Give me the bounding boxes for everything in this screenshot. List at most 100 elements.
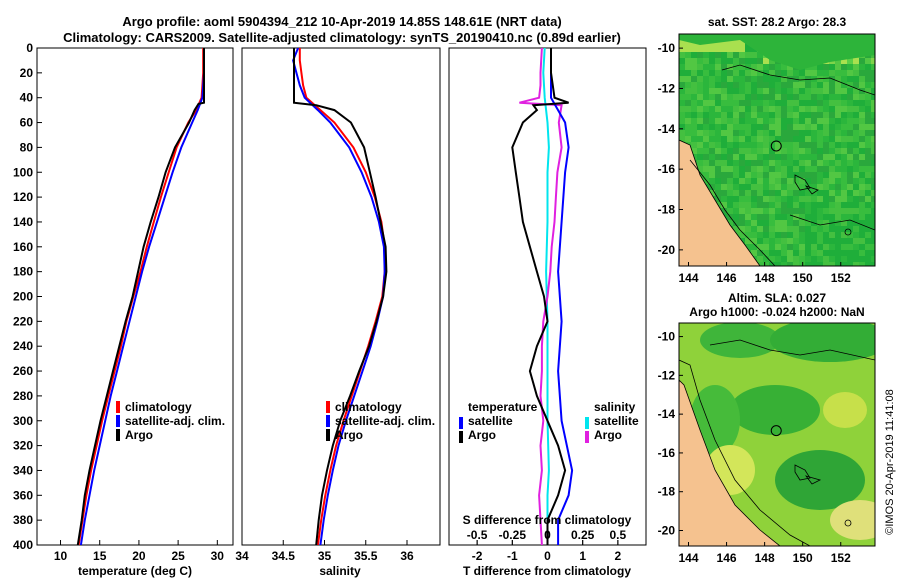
sst-map-cell	[727, 136, 733, 142]
sst-map-cell	[715, 172, 721, 178]
sst-map-cell	[763, 142, 769, 148]
sst-map-cell	[769, 232, 775, 238]
sst-map-cell	[841, 130, 847, 136]
sst-map-cell	[823, 250, 829, 256]
sst-map-cell	[793, 118, 799, 124]
sla-map-low-3	[730, 385, 820, 435]
sla-map-shelf-contour	[679, 359, 811, 546]
sst-map-cell	[853, 154, 859, 160]
sst-map-cell	[745, 184, 751, 190]
sst-map-cell	[781, 154, 787, 160]
sst-map-cell	[721, 88, 727, 94]
depth-tick-label: 20	[20, 66, 34, 80]
sst-map-cell	[727, 166, 733, 172]
sst-map-cell	[745, 64, 751, 70]
sst-map-cell	[733, 220, 739, 226]
sst-map-cell	[853, 196, 859, 202]
sst-map-cell	[823, 136, 829, 142]
sst-map-cell	[841, 220, 847, 226]
sst-map-cell	[697, 70, 703, 76]
sst-map-cell	[865, 190, 871, 196]
sst-map-cell	[763, 148, 769, 154]
sst-map-cell	[691, 58, 697, 64]
sst-map-cell	[733, 100, 739, 106]
sst-map-cell	[859, 232, 865, 238]
sst-map-cell	[835, 244, 841, 250]
sst-map-cell	[721, 52, 727, 58]
sst-map-cell	[763, 202, 769, 208]
sst-map-cell	[811, 232, 817, 238]
sst-map-cell	[727, 76, 733, 82]
sst-map-cell	[829, 208, 835, 214]
sst-map-cell	[805, 106, 811, 112]
sst-map-cell	[841, 70, 847, 76]
sst-map-cell	[679, 136, 685, 142]
sst-map-cell	[829, 226, 835, 232]
sst-map-cell	[817, 130, 823, 136]
sst-map-cell	[757, 148, 763, 154]
sst-map-cell	[733, 130, 739, 136]
sst-map-cell	[787, 196, 793, 202]
sst-map-cell	[715, 52, 721, 58]
sst-map-cell	[757, 88, 763, 94]
sst-map-cell	[781, 64, 787, 70]
sst-map-cell	[775, 226, 781, 232]
sst-map-cell	[847, 256, 853, 262]
sst-map-cell	[811, 244, 817, 250]
depth-tick-label: 300	[13, 414, 33, 428]
sst-map-cell	[709, 190, 715, 196]
sst-map-cell	[697, 52, 703, 58]
sst-map-cell	[775, 178, 781, 184]
sst-map-cell	[721, 148, 727, 154]
sst-map-cell	[691, 82, 697, 88]
sst-map-cell	[811, 100, 817, 106]
sst-map-cell	[763, 172, 769, 178]
sst-map-cell	[859, 220, 865, 226]
sst-map-cell	[793, 166, 799, 172]
sst-map-cell	[847, 118, 853, 124]
legend-swatch-s-satellite	[585, 417, 589, 429]
sst-map-cell	[691, 106, 697, 112]
sst-map-cell	[733, 226, 739, 232]
sst-map-cell	[751, 82, 757, 88]
map-y-tick-label: -14	[658, 122, 676, 136]
sst-map-cell	[745, 202, 751, 208]
sst-map-cell	[757, 190, 763, 196]
sst-map-cell	[685, 52, 691, 58]
sst-map-cell	[787, 208, 793, 214]
sst-map-cell	[757, 100, 763, 106]
legend-label-t-argo: Argo	[468, 428, 496, 442]
sst-map-cell	[715, 82, 721, 88]
sst-map-cell	[781, 88, 787, 94]
legend-label-satellite: satellite-adj. clim.	[125, 414, 225, 428]
sst-map-cell	[829, 148, 835, 154]
sst-map-cell	[763, 160, 769, 166]
sst-map-cell	[733, 46, 739, 52]
sst-map-cell	[865, 130, 871, 136]
sst-map-cell	[859, 148, 865, 154]
sst-map-cell	[841, 208, 847, 214]
depth-tick-label: 320	[13, 439, 33, 453]
sst-map-cell	[775, 88, 781, 94]
sst-map-cell	[733, 58, 739, 64]
sst-map-cell	[841, 244, 847, 250]
sst-map-cell	[865, 256, 871, 262]
sst-map-cell	[829, 232, 835, 238]
sst-map-cell	[679, 82, 685, 88]
sst-map-cell	[811, 172, 817, 178]
sst-map-cell	[715, 160, 721, 166]
sst-map-cell	[781, 250, 787, 256]
sst-map-cell	[787, 76, 793, 82]
sst-map-cell	[679, 70, 685, 76]
sst-map-cell	[685, 70, 691, 76]
sst-map-cell	[871, 112, 875, 118]
sst-map-cell	[793, 94, 799, 100]
sst-map-cell	[775, 208, 781, 214]
sst-map-cell	[733, 154, 739, 160]
sst-map-cell	[775, 202, 781, 208]
sst-map-cell	[829, 106, 835, 112]
sst-map-cell	[859, 82, 865, 88]
s-difference-x-tick-label: 0	[544, 528, 551, 542]
sst-map-cell	[751, 214, 757, 220]
sst-map-cell	[865, 124, 871, 130]
